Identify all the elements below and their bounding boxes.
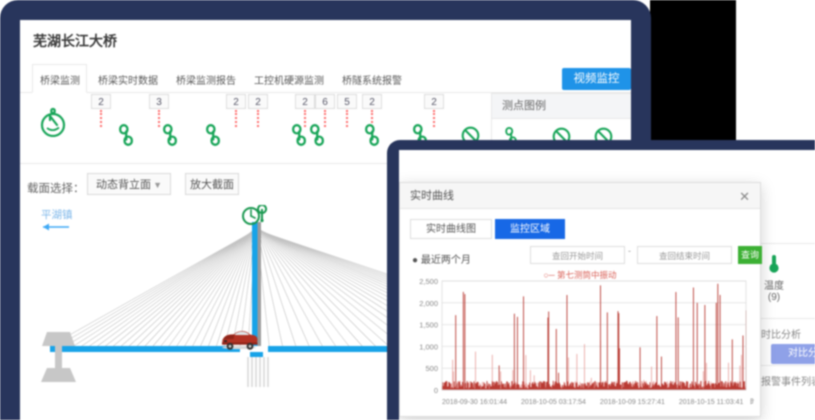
svg-text:500: 500 xyxy=(425,364,438,373)
svg-text:2018-10-15 11:03:41: 2018-10-15 11:03:41 xyxy=(679,399,744,406)
svg-text:1,000: 1,000 xyxy=(419,342,438,351)
svg-text:时间: 时间 xyxy=(750,396,754,406)
svg-text:1,500: 1,500 xyxy=(419,321,438,330)
svg-text:0: 0 xyxy=(434,386,438,395)
svg-text:2,000: 2,000 xyxy=(419,299,438,308)
svg-text:2018-10-09 15:27:41: 2018-10-09 15:27:41 xyxy=(600,399,665,406)
svg-text:2018-10-05 03:17:54: 2018-10-05 03:17:54 xyxy=(521,399,586,406)
svg-text:2,500: 2,500 xyxy=(419,277,438,286)
svg-text:2018-09-30 16:01:44: 2018-09-30 16:01:44 xyxy=(442,399,507,406)
